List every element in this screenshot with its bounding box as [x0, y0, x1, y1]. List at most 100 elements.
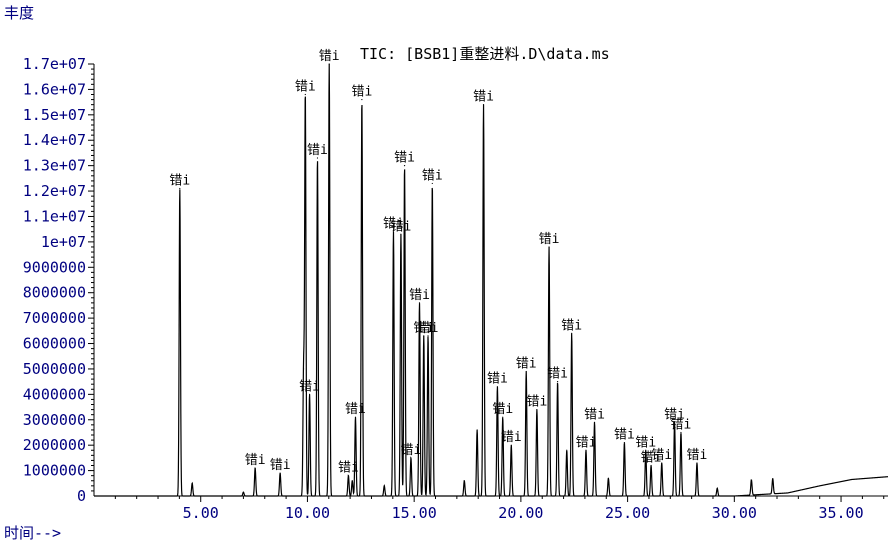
- peak-label: 错i: [401, 443, 422, 458]
- peak-point: [316, 157, 319, 159]
- y-tick-label: 8000000: [23, 284, 86, 302]
- peak-label: 错i: [307, 143, 328, 158]
- peak-point: [772, 480, 774, 482]
- peak-point: [502, 416, 504, 418]
- peak-label: 错i: [299, 379, 320, 394]
- y-tick-label: 6000000: [23, 335, 86, 353]
- peak-point: [661, 462, 663, 464]
- peak-point: [347, 475, 350, 477]
- peak-label: 错i: [270, 458, 291, 473]
- x-tick-label: 20.00: [498, 504, 543, 522]
- peak-label: 错i: [614, 428, 635, 443]
- y-tick-label: 1.7e+07: [23, 55, 86, 73]
- y-tick-label: 1000000: [23, 462, 86, 480]
- peak-point: [410, 457, 412, 459]
- peak-point: [351, 480, 353, 482]
- peak-point: [423, 335, 425, 337]
- peak-label: 错i: [635, 435, 656, 450]
- x-tick-label: 35.00: [818, 504, 863, 522]
- peak-point: [308, 393, 311, 395]
- y-tick-label: 1.4e+07: [23, 131, 86, 149]
- peak-label: 错i: [487, 372, 508, 387]
- peak-point: [254, 467, 256, 469]
- y-tick-label: 2000000: [23, 436, 86, 454]
- peak-label: 错i: [345, 402, 366, 417]
- peak-label: 错i: [492, 402, 513, 417]
- peak-point: [383, 485, 385, 487]
- peak-label: 错i: [383, 217, 404, 232]
- peak-label: 错i: [394, 151, 415, 166]
- x-tick-label: 15.00: [392, 504, 437, 522]
- peak-label: 错i: [501, 430, 522, 445]
- chart-title: TIC: [BSB1]重整进料.D\data.ms: [360, 45, 610, 63]
- y-tick-label: 1.1e+07: [23, 207, 86, 225]
- peak-point: [400, 233, 402, 235]
- peak-point: [476, 429, 478, 431]
- y-tick-label: 4000000: [23, 385, 86, 403]
- peak-point: [431, 182, 433, 185]
- peak-label: 错i: [245, 453, 266, 468]
- y-tick-label: 5000000: [23, 360, 86, 378]
- peak-point: [680, 431, 682, 434]
- y-tick-label: 1.6e+07: [23, 80, 86, 98]
- peak-label: 错i: [641, 451, 662, 466]
- peak-point: [585, 449, 587, 451]
- axes: [93, 64, 888, 497]
- peak-point: [673, 421, 676, 423]
- peak-label: 错i: [539, 232, 560, 247]
- peak-point: [302, 368, 305, 370]
- x-ticks: 5.00 10.00 15.00 20.00 25.00 30.00 35.00: [114, 496, 885, 522]
- peak-label: 错i: [687, 448, 708, 463]
- peak-label: 错i: [391, 219, 412, 234]
- peak-point: [525, 370, 527, 373]
- peak-point: [179, 187, 181, 190]
- peak-point: [328, 63, 330, 65]
- peak-point: [191, 482, 193, 484]
- peak-point: [242, 491, 245, 493]
- peak-point: [607, 477, 609, 479]
- peak-point: [645, 449, 647, 451]
- peak-point: [354, 416, 357, 418]
- peak-label: 错i: [561, 318, 582, 333]
- peak-point: [510, 444, 512, 446]
- peak-point: [716, 487, 718, 489]
- y-tick-label: 1.3e+07: [23, 157, 86, 175]
- peak-point: [556, 381, 559, 383]
- tic-trace: [94, 63, 889, 497]
- peak-label: 错i: [319, 49, 340, 64]
- peak-point: [482, 104, 485, 106]
- peak-point: [571, 332, 573, 334]
- peak-label: 错i: [418, 321, 439, 336]
- peak-point: [536, 409, 538, 411]
- peak-point: [427, 335, 429, 337]
- y-tick-label-zero: 0: [77, 487, 86, 505]
- peak-label: 错i: [338, 461, 359, 476]
- peak-label: 错i: [516, 356, 537, 371]
- peak-label: 错i: [295, 79, 316, 94]
- peak-label: 错i: [473, 90, 494, 105]
- y-tick-label: 1.2e+07: [23, 182, 86, 200]
- peak-point: [650, 464, 652, 467]
- peak-point: [696, 462, 698, 464]
- peak-label: 错i: [169, 174, 190, 189]
- y-tick-label: 1.5e+07: [23, 106, 86, 124]
- peak-point: [392, 231, 395, 233]
- peak-label: 错i: [413, 321, 434, 336]
- peak-point: [463, 480, 465, 482]
- peak-point: [361, 98, 363, 101]
- y-axis-label: 丰度: [4, 4, 35, 22]
- peak-label: 错i: [651, 448, 672, 463]
- peak-point: [418, 302, 421, 304]
- y-tick-label: 7000000: [23, 309, 86, 327]
- peak-label: 错i: [547, 367, 568, 382]
- peak-label: 错i: [584, 407, 605, 422]
- peak-label: 错i: [351, 85, 372, 100]
- peak-point: [566, 449, 568, 451]
- peak-label: 错i: [664, 407, 685, 422]
- peak-point: [623, 442, 626, 444]
- y-tick-label: 3000000: [23, 411, 86, 429]
- peak-point: [496, 386, 499, 388]
- tic-series-line: [94, 64, 889, 497]
